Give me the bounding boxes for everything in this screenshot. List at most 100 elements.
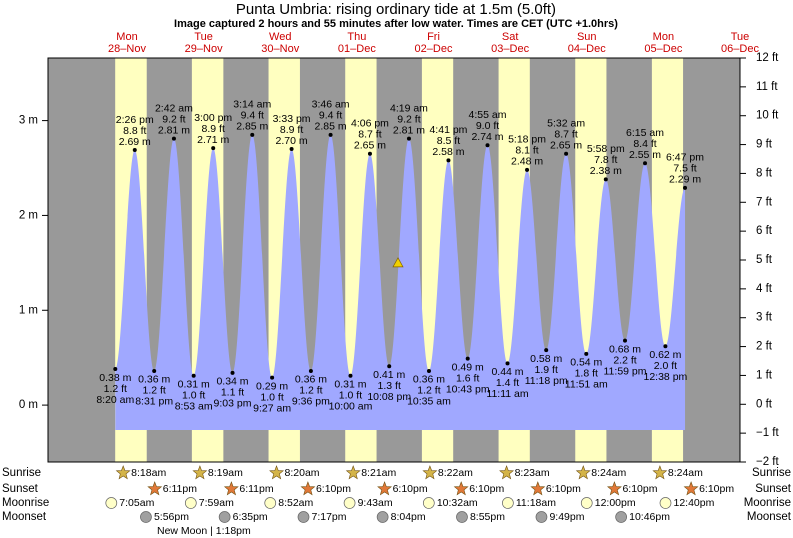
extreme-label: 1.2 ft [299,385,322,397]
extreme-point [270,375,275,380]
sunrise-icon [499,465,515,480]
day-label: Tue [194,31,213,43]
moonrise-icon [184,497,197,509]
y2-tick-label: −2 ft [756,456,780,468]
extreme-label: 10:43 pm [446,383,490,395]
moonrise-time: 12:00pm [595,497,636,509]
extreme-label: 0.29 m [256,380,288,392]
extreme-label: 6:15 am [626,127,664,139]
extreme-label: 2.85 m [315,121,347,133]
extreme-label: 2.71 m [197,134,229,146]
date-label: 03–Dec [491,43,529,55]
extreme-label: 8.4 ft [633,138,656,150]
extreme-point [485,143,490,148]
y-tick-label: 2 m [19,209,38,221]
current-level-marker [392,257,404,268]
extreme-label: 4:06 pm [351,118,389,130]
sunset-time: 6:10pm [469,483,504,495]
day-label: Wed [269,31,291,43]
extreme-point [191,373,196,378]
extreme-label: 8.9 ft [280,124,303,136]
extreme-point [250,132,255,137]
sunset-icon [223,481,239,496]
extreme-point [308,368,313,373]
extreme-label: 11:18 pm [525,375,568,387]
day-label: Fri [427,31,440,43]
extreme-label: 9.2 ft [162,113,185,125]
moonrise-time: 7:59am [199,497,234,509]
extreme-label: 1.2 ft [417,385,440,397]
sunrise-icon [192,465,208,480]
moonrise-icon [580,497,593,509]
y2-tick-label: 4 ft [756,283,773,295]
extreme-point [328,132,333,137]
moonset-time: 9:49pm [549,511,584,523]
extreme-label: 0.31 m [334,378,366,390]
extreme-label: 11:51 am [565,379,608,391]
sunrise-time: 8:19am [208,467,243,479]
extreme-point [387,364,392,369]
y2-tick-label: 5 ft [756,254,773,266]
y2-tick-label: −1 ft [756,427,780,439]
sunrise-icon [575,465,591,480]
extreme-label: 1.2 ft [104,383,127,395]
extreme-label: 3:46 am [312,99,350,111]
extreme-label: 8:31 pm [135,396,173,408]
extreme-point [544,348,549,353]
moonset-icon [140,511,152,523]
extreme-label: 0.49 m [452,361,484,373]
extreme-label: 2.81 m [158,124,190,136]
extreme-label: 9.0 ft [476,120,499,132]
extreme-point [132,147,137,152]
extreme-point [348,373,353,378]
day-label: Sun [577,31,597,43]
extreme-label: 4:41 pm [429,124,467,136]
extreme-label: 1.3 ft [378,380,401,392]
row-label: Moonrise [744,497,791,509]
extreme-point [505,361,510,366]
extreme-label: 0.31 m [178,378,210,390]
moonrise-icon [105,497,118,509]
sunset-icon [300,481,316,496]
extreme-point [211,146,216,151]
moonrise-icon [343,497,356,509]
extreme-point [525,167,530,172]
sunrise-icon [115,465,131,480]
extreme-point [584,351,589,356]
date-label: 01–Dec [338,43,376,55]
extreme-label: 4:55 am [469,109,507,121]
moonset-time: 8:04pm [391,511,426,523]
moonrise-time: 7:05am [119,497,154,509]
moonrise-icon [659,497,672,509]
extreme-label: 5:58 pm [587,143,625,155]
extreme-label: 2.48 m [511,156,543,168]
extreme-point [564,151,569,156]
sunset-icon [147,481,163,496]
day-label: Thu [347,31,366,43]
extreme-label: 8.9 ft [202,123,225,135]
y2-tick-label: 0 ft [756,398,773,410]
extreme-label: 3:14 am [233,99,271,111]
moonset-icon [218,511,231,523]
y-tick-label: 3 m [19,115,38,127]
day-label: Mon [116,31,137,43]
day-label: Mon [653,31,674,43]
extreme-label: 8.7 ft [358,129,381,141]
extreme-label: 9:03 pm [214,398,252,410]
moonset-icon [376,511,389,523]
extreme-label: 1.0 ft [339,389,362,401]
sunrise-time: 8:24am [591,467,626,479]
sunrise-icon [345,465,361,480]
moonset-icon [297,511,310,523]
extreme-label: 8:20 am [96,394,134,406]
extreme-label: 2.65 m [550,140,582,152]
extreme-label: 1.0 ft [182,389,205,401]
extreme-label: 10:08 pm [367,391,411,403]
extreme-label: 1.6 ft [456,372,479,384]
extreme-label: 0.36 m [295,374,327,386]
extreme-point [230,370,235,375]
extreme-label: 1.8 ft [575,368,598,380]
sunrise-time: 8:21am [361,467,396,479]
extreme-label: 0.58 m [530,353,562,365]
